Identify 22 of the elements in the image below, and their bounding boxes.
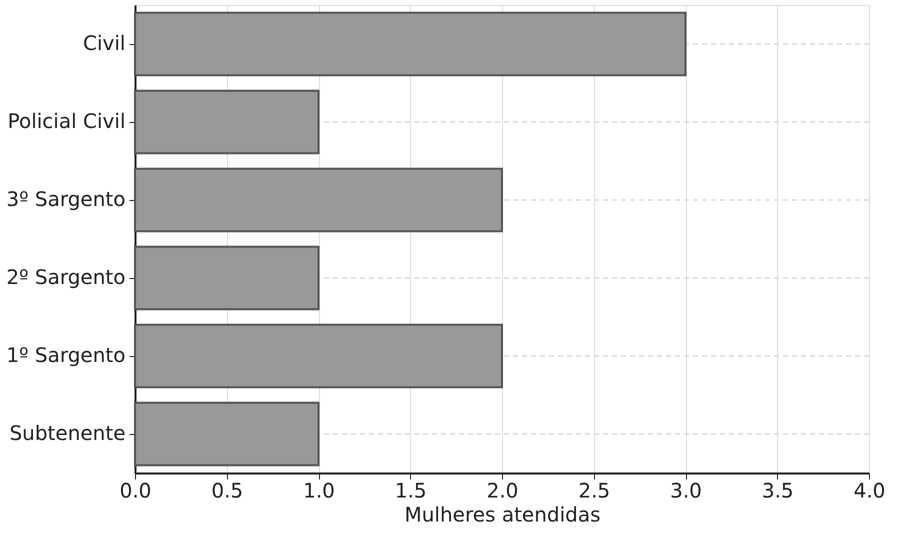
bar: [134, 246, 320, 310]
x-tick-label: 0.0: [120, 478, 152, 502]
bar: [134, 12, 686, 76]
bar: [134, 90, 320, 154]
bar: [134, 168, 503, 232]
y-tick-label: 2º Sargento: [6, 265, 126, 289]
y-tick-label: 3º Sargento: [6, 187, 126, 211]
x-tick-label: 4.0: [854, 478, 886, 502]
x-tick-label: 2.0: [486, 478, 518, 502]
x-tick-label: 3.0: [670, 478, 702, 502]
y-tick-label: Subtenente: [9, 421, 126, 445]
y-tick-label: Policial Civil: [8, 109, 126, 133]
y-tick-label: 1º Sargento: [6, 343, 126, 367]
x-tick-label: 3.5: [762, 478, 794, 502]
x-axis-title: Mulheres atendidas: [404, 502, 601, 526]
x-tick-label: 1.0: [303, 478, 335, 502]
x-tick-label: 2.5: [578, 478, 610, 502]
y-tick-label: Civil: [83, 31, 126, 55]
x-tick-label: 1.5: [394, 478, 427, 502]
bar: [134, 402, 320, 466]
x-tick-label: 0.5: [211, 478, 244, 502]
bar: [134, 324, 503, 388]
